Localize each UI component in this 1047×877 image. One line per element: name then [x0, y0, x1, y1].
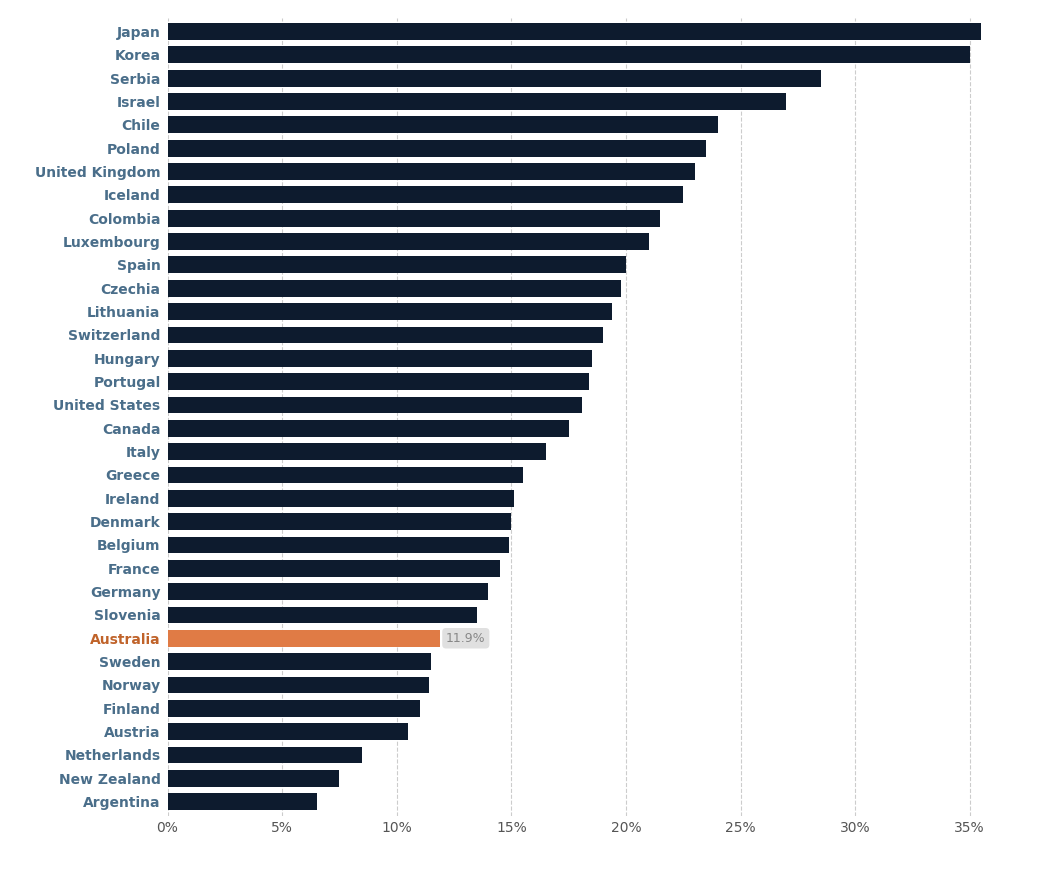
Bar — [168, 746, 362, 763]
Bar — [168, 280, 621, 296]
Bar — [168, 443, 545, 460]
Bar — [168, 420, 569, 437]
Bar — [168, 653, 431, 670]
Bar — [168, 256, 626, 274]
Bar — [168, 187, 684, 203]
Bar — [168, 676, 429, 694]
Bar — [168, 93, 786, 110]
Bar — [168, 117, 717, 133]
Bar — [168, 70, 821, 87]
Bar — [168, 396, 582, 413]
Bar — [168, 560, 499, 577]
Bar — [168, 700, 420, 717]
Bar — [168, 467, 522, 483]
Bar — [168, 163, 695, 180]
Text: 11.9%: 11.9% — [446, 631, 486, 645]
Bar — [168, 537, 509, 553]
Bar — [168, 793, 316, 810]
Bar — [168, 630, 441, 646]
Bar — [168, 23, 981, 40]
Bar — [168, 210, 661, 226]
Bar — [168, 490, 514, 507]
Bar — [168, 583, 488, 600]
Bar — [168, 607, 477, 624]
Bar — [168, 513, 511, 530]
Bar — [168, 303, 612, 320]
Bar — [168, 350, 592, 367]
Bar — [168, 233, 649, 250]
Bar — [168, 374, 589, 390]
Bar — [168, 724, 408, 740]
Bar — [168, 326, 603, 343]
Bar — [168, 139, 706, 157]
Bar — [168, 770, 339, 787]
Bar — [168, 46, 970, 63]
